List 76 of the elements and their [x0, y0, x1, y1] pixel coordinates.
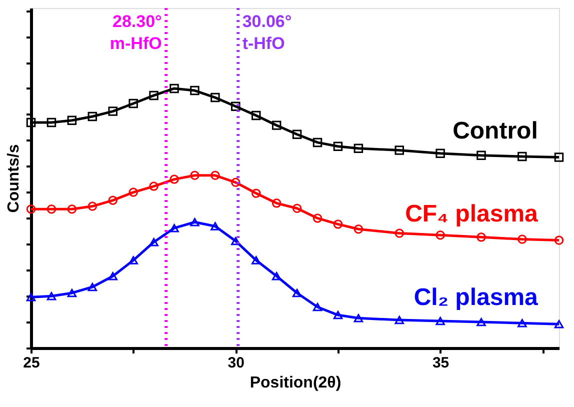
- point: [67, 116, 77, 126]
- x-tick-label: 30: [228, 354, 244, 372]
- point: [67, 288, 77, 298]
- point: [292, 130, 302, 140]
- point: [210, 170, 220, 180]
- point: [272, 198, 282, 208]
- point: [46, 204, 56, 214]
- x-axis-title: Position(2θ): [250, 374, 342, 392]
- point: [554, 320, 564, 328]
- point: [518, 152, 527, 162]
- point: [394, 316, 404, 324]
- point: [476, 232, 486, 242]
- point: [476, 318, 486, 326]
- point: [210, 222, 220, 230]
- point: [26, 118, 36, 128]
- point: [333, 142, 343, 151]
- point: [190, 170, 200, 180]
- point: [88, 112, 98, 122]
- point: [128, 98, 138, 108]
- point: [292, 204, 302, 213]
- point: [170, 224, 179, 232]
- series-label: Control: [452, 117, 538, 144]
- point: [518, 234, 527, 244]
- point: [170, 84, 179, 94]
- point: [251, 256, 261, 264]
- point: [312, 138, 322, 148]
- point: [518, 318, 527, 328]
- point: [149, 90, 158, 100]
- ref-line-label: 30.06° t-HfO: [242, 12, 292, 53]
- point: [394, 146, 404, 155]
- point: [170, 174, 179, 184]
- point: [108, 106, 118, 116]
- point: [554, 236, 564, 245]
- point: [354, 144, 364, 154]
- point: [26, 293, 36, 302]
- point: [272, 120, 282, 130]
- point: [436, 148, 445, 158]
- point: [251, 188, 261, 198]
- point: [333, 220, 343, 229]
- point: [354, 224, 364, 234]
- series-label: CF₄ plasma: [405, 200, 539, 228]
- point: [88, 282, 98, 292]
- point: [554, 152, 564, 162]
- point: [26, 204, 36, 214]
- point: [272, 272, 282, 280]
- point: [231, 102, 240, 111]
- point: [292, 288, 302, 298]
- point: [46, 118, 56, 128]
- ref-line-label: 28.30° m-HfO: [110, 12, 162, 53]
- point: [190, 218, 200, 226]
- point: [333, 310, 343, 320]
- point: [149, 182, 158, 191]
- point: [312, 302, 322, 312]
- point: [251, 110, 261, 120]
- point: [128, 256, 138, 264]
- point: [67, 204, 77, 214]
- point: [312, 214, 322, 223]
- point: [231, 236, 240, 246]
- point: [128, 188, 138, 197]
- point: [88, 202, 98, 211]
- point: [108, 272, 118, 280]
- point: [394, 228, 404, 238]
- x-tick-label: 25: [23, 354, 40, 372]
- y-axis-title: Counts/s: [6, 144, 22, 213]
- series-label: Cl₂ plasma: [414, 284, 539, 312]
- point: [210, 92, 220, 102]
- point: [190, 86, 200, 96]
- point: [354, 314, 364, 322]
- point: [476, 150, 486, 160]
- point: [231, 178, 240, 188]
- point: [46, 292, 56, 300]
- point: [436, 230, 445, 240]
- x-tick-label: 35: [432, 354, 450, 372]
- point: [108, 196, 118, 205]
- point: [436, 316, 445, 326]
- point: [149, 238, 158, 246]
